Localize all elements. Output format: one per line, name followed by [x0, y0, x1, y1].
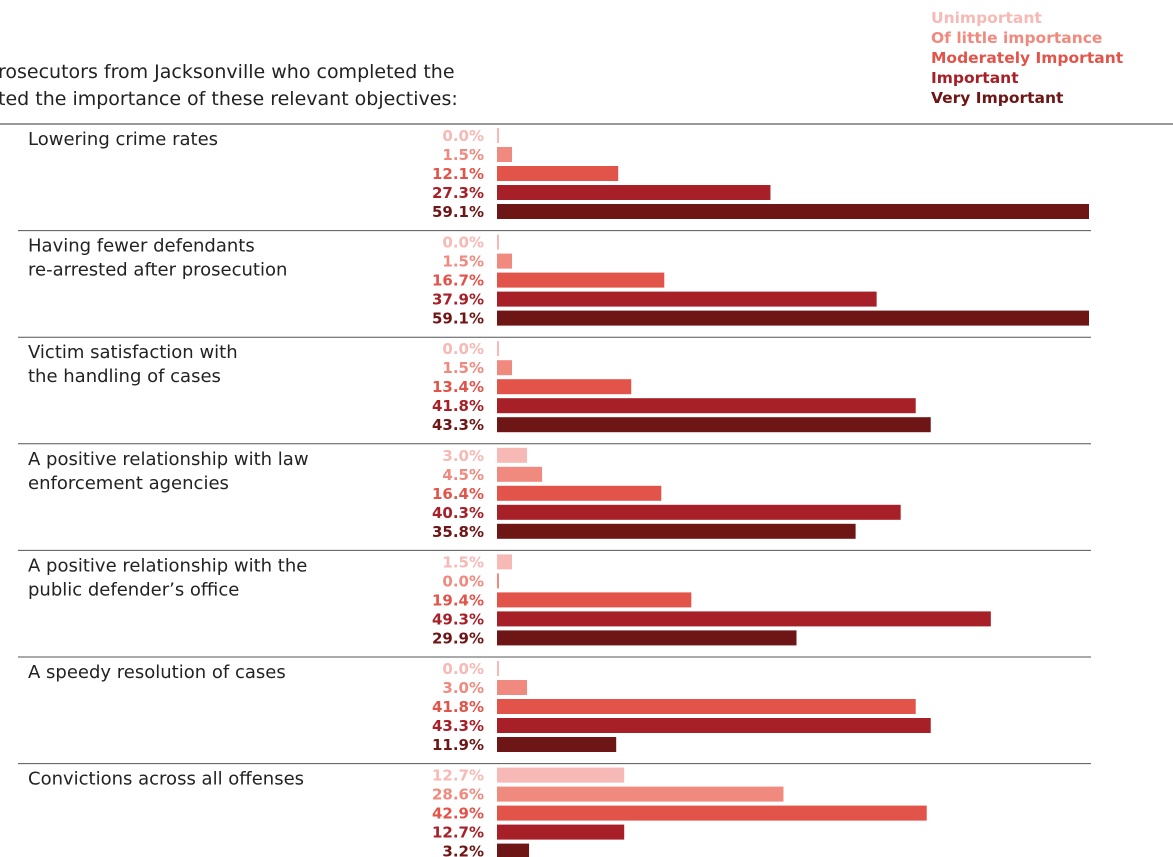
category-label: public defender’s office — [28, 579, 239, 600]
category-group: Victim satisfaction with the handling of … — [28, 340, 931, 434]
bar-of-little-importance — [497, 680, 528, 695]
bar-very-important — [497, 843, 530, 857]
data-label: 49.3% — [432, 610, 484, 628]
bar-moderately-important — [497, 699, 916, 714]
bar-unimportant — [497, 661, 499, 676]
data-label: 1.5% — [442, 553, 484, 571]
category-label: Lowering crime rates — [28, 129, 218, 150]
bar-very-important — [497, 523, 856, 539]
legend-item-of-little-importance: Of little importance — [931, 29, 1102, 47]
category-label: A speedy resolution of cases — [28, 662, 286, 683]
bar-important — [497, 398, 916, 414]
bar-of-little-importance — [497, 786, 784, 802]
category-label: enforcement agencies — [28, 473, 229, 494]
intro-line-1: rosecutors from Jacksonville who complet… — [0, 61, 455, 83]
bar-unimportant — [497, 341, 499, 357]
bar-of-little-importance — [497, 147, 513, 162]
bar-important — [497, 185, 771, 200]
data-label: 16.4% — [432, 485, 484, 503]
bar-of-little-importance — [497, 573, 499, 589]
bar-important — [497, 611, 991, 627]
data-label: 27.3% — [432, 184, 484, 202]
data-label: 0.0% — [442, 234, 484, 252]
bar-unimportant — [497, 767, 625, 783]
bar-very-important — [497, 204, 1089, 219]
data-label: 59.1% — [432, 203, 484, 221]
data-label: 29.9% — [432, 629, 484, 647]
bar-very-important — [497, 417, 931, 433]
data-label: 13.4% — [432, 378, 484, 396]
category-label: Victim satisfaction with — [28, 342, 238, 363]
legend-item-very-important: Very Important — [931, 89, 1064, 107]
category-label: Having fewer defendants — [28, 236, 255, 257]
data-label: 11.9% — [432, 736, 484, 754]
data-label: 19.4% — [432, 591, 484, 609]
data-label: 12.7% — [432, 767, 484, 785]
category-label: the handling of cases — [28, 366, 221, 387]
category-label: A positive relationship with law — [28, 449, 309, 470]
category-group: A speedy resolution of cases 0.0%3.0%41.8… — [28, 660, 931, 754]
category-group: A positive relationship with law enforcem… — [28, 447, 901, 541]
data-label: 37.9% — [432, 291, 484, 309]
data-label: 41.8% — [432, 397, 484, 415]
bar-important — [497, 291, 877, 307]
bar-of-little-importance — [497, 253, 513, 269]
data-label: 28.6% — [432, 786, 484, 804]
data-label: 42.9% — [432, 805, 484, 823]
intro-line-2: ted the importance of these relevant obj… — [0, 88, 458, 110]
data-label: 59.1% — [432, 310, 484, 328]
bar-important — [497, 504, 901, 520]
bar-moderately-important — [497, 379, 632, 395]
category-label: re-arrested after prosecution — [28, 260, 287, 281]
data-label: 0.0% — [442, 572, 484, 590]
bar-important — [497, 824, 625, 840]
legend: Unimportant Of little importance Moderatel… — [931, 9, 1124, 107]
data-label: 41.8% — [432, 698, 484, 716]
data-label: 1.5% — [442, 359, 484, 377]
data-label: 12.1% — [432, 165, 484, 183]
data-label: 1.5% — [442, 253, 484, 271]
category-group: Convictions across all offenses 12.7%28.6… — [28, 767, 927, 857]
data-label: 4.5% — [442, 466, 484, 484]
bar-unimportant — [497, 128, 499, 143]
bar-of-little-importance — [497, 360, 513, 376]
bar-very-important — [497, 737, 617, 752]
bar-moderately-important — [497, 805, 927, 821]
bar-moderately-important — [497, 166, 619, 181]
data-label: 3.0% — [442, 447, 484, 465]
data-label: 0.0% — [442, 340, 484, 358]
data-label: 43.3% — [432, 416, 484, 434]
bar-moderately-important — [497, 272, 665, 288]
bar-of-little-importance — [497, 466, 543, 482]
bar-very-important — [497, 630, 797, 646]
data-label: 35.8% — [432, 523, 484, 541]
bar-moderately-important — [497, 592, 692, 608]
bar-moderately-important — [497, 485, 662, 501]
data-label: 1.5% — [442, 146, 484, 164]
category-group: Having fewer defendants re-arrested after… — [28, 234, 1089, 328]
bar-important — [497, 718, 931, 733]
category-label: A positive relationship with the — [28, 555, 307, 576]
legend-item-important: Important — [931, 69, 1019, 87]
data-label: 0.0% — [442, 127, 484, 145]
data-label: 16.7% — [432, 272, 484, 290]
data-label: 3.0% — [442, 679, 484, 697]
bar-unimportant — [497, 234, 499, 250]
category-group: Lowering crime rates 0.0%1.5%12.1%27.3%59… — [28, 127, 1089, 221]
data-label: 12.7% — [432, 824, 484, 842]
category-label: Convictions across all offenses — [28, 769, 304, 790]
bar-unimportant — [497, 554, 513, 570]
data-label: 3.2% — [442, 843, 484, 857]
legend-item-unimportant: Unimportant — [931, 9, 1042, 27]
plot-area: Lowering crime rates 0.0%1.5%12.1%27.3%59… — [0, 123, 1173, 857]
bar-very-important — [497, 310, 1089, 326]
data-label: 43.3% — [432, 717, 484, 735]
data-label: 0.0% — [442, 660, 484, 678]
legend-item-moderately-important: Moderately Important — [931, 49, 1124, 67]
category-group: A positive relationship with the public d… — [28, 553, 991, 647]
bar-unimportant — [497, 447, 528, 463]
data-label: 40.3% — [432, 504, 484, 522]
